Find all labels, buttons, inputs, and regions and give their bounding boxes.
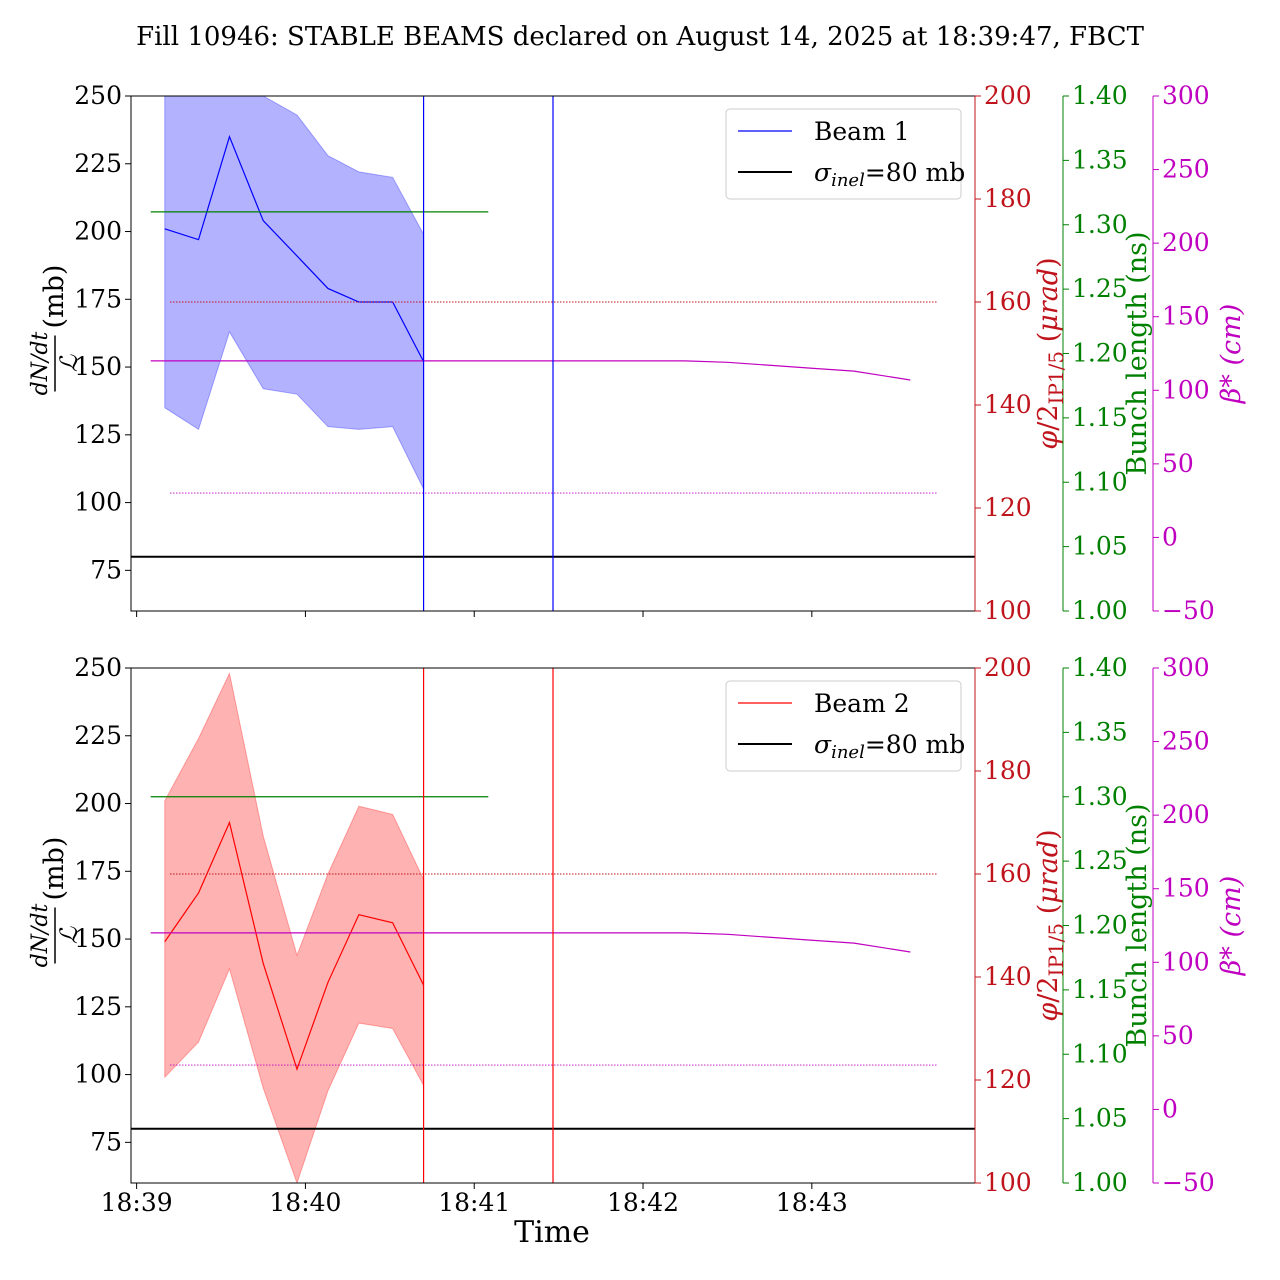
right2-tick-label: 1.40 [1072, 653, 1128, 682]
panel-top: 75 100 125 150 175 200 225 250 dN/dt ℒ (mb) 100 120 1… [28, 81, 1247, 625]
x-axis-title: Time [514, 1215, 590, 1250]
y-tick-label: 175 [74, 856, 122, 885]
right2-tick-label: 1.30 [1072, 210, 1128, 239]
y-tick-label: 75 [90, 1127, 122, 1156]
right1-tick-label: 160 [984, 287, 1032, 316]
right2-tick-label: 1.25 [1072, 846, 1128, 875]
x-tick-label: 18:42 [607, 1188, 679, 1217]
right3-axis-title: β* (cm) [1216, 304, 1247, 404]
right1-tick-label: 100 [984, 596, 1032, 625]
right3-tick-label: −50 [1162, 596, 1215, 625]
right1-tick-label: 200 [984, 653, 1032, 682]
right2-axis-title: Bunch length (ns) [1122, 231, 1153, 475]
y-tick-label: 100 [74, 488, 122, 517]
right3-tick-label: 300 [1162, 653, 1210, 682]
right1-tick-label: 140 [984, 962, 1032, 991]
y-tick-label: 200 [74, 217, 122, 246]
y-tick-label: 75 [90, 555, 122, 584]
plot-area [131, 96, 975, 611]
right3-tick-label: 50 [1162, 1021, 1194, 1050]
right1-tick-label: 180 [984, 184, 1032, 213]
right3-tick-label: 200 [1162, 800, 1210, 829]
beta-star-line [150, 360, 911, 381]
legend: Beam 1 σinel=80 mb [725, 108, 965, 200]
right1-tick-label: 180 [984, 756, 1032, 785]
right2-tick-label: 1.00 [1072, 596, 1128, 625]
right3-tick-label: 0 [1162, 522, 1178, 551]
right3-tick-label: −50 [1162, 1168, 1215, 1197]
y-tick-label: 125 [74, 420, 122, 449]
right2-tick-label: 1.05 [1072, 1104, 1128, 1133]
y-title-numerator: dN/dt [28, 904, 53, 968]
beta-star-line [150, 932, 911, 953]
legend-label-beam: Beam 2 [814, 689, 910, 718]
right1-axis-title: φ/2IP1/5 (μrad) [1033, 257, 1068, 449]
right1-tick-label: 120 [984, 493, 1032, 522]
legend-label-sigma: σinel=80 mb [814, 158, 965, 191]
right2-tick-label: 1.20 [1072, 911, 1128, 940]
y-tick-label: 250 [74, 81, 122, 110]
x-tick-label: 18:40 [269, 1188, 341, 1217]
right2-axis-title: Bunch length (ns) [1122, 803, 1153, 1047]
right2-tick-label: 1.25 [1072, 274, 1128, 303]
y-tick-label: 200 [74, 789, 122, 818]
y-tick-label: 125 [74, 992, 122, 1021]
right2-tick-label: 1.30 [1072, 782, 1128, 811]
right3-tick-label: 50 [1162, 449, 1194, 478]
panel-bottom: 18:39 18:40 18:41 18:42 18:43 75 100 125 150 175 2… [28, 653, 1247, 1217]
right2-tick-label: 1.40 [1072, 81, 1128, 110]
uncertainty-band [164, 671, 425, 1183]
right3-tick-label: 200 [1162, 228, 1210, 257]
right1-tick-label: 100 [984, 1168, 1032, 1197]
right2-tick-label: 1.20 [1072, 339, 1128, 368]
right3-axis-title: β* (cm) [1216, 876, 1247, 976]
right1-tick-label: 200 [984, 81, 1032, 110]
x-tick-label: 18:41 [438, 1188, 510, 1217]
right2-tick-label: 1.05 [1072, 532, 1128, 561]
right2-tick-label: 1.00 [1072, 1168, 1128, 1197]
right1-tick-label: 160 [984, 859, 1032, 888]
legend-label-sigma: σinel=80 mb [814, 730, 965, 763]
legend-label-beam: Beam 1 [814, 117, 910, 146]
right2-tick-label: 1.15 [1072, 975, 1128, 1004]
y-tick-label: 150 [74, 924, 122, 953]
uncertainty-band [164, 96, 425, 490]
y-tick-label: 250 [74, 653, 122, 682]
right2-tick-label: 1.15 [1072, 403, 1128, 432]
plot-area [131, 668, 975, 1183]
x-tick-label: 18:43 [776, 1188, 848, 1217]
y-tick-label: 225 [74, 149, 122, 178]
right3-tick-label: 0 [1162, 1094, 1178, 1123]
y-title-unit: (mb) [39, 837, 70, 901]
right1-tick-label: 140 [984, 390, 1032, 419]
y-title-denominator: ℒ [55, 354, 83, 372]
right3-tick-label: 100 [1162, 947, 1210, 976]
y-tick-label: 100 [74, 1060, 122, 1089]
y-title-numerator: dN/dt [28, 332, 53, 396]
right2-tick-label: 1.10 [1072, 467, 1128, 496]
y-title-denominator: ℒ [55, 926, 83, 944]
y-axis-title: dN/dt ℒ (mb) [28, 837, 83, 968]
right3-tick-label: 250 [1162, 727, 1210, 756]
right3-tick-label: 300 [1162, 81, 1210, 110]
right3-tick-label: 250 [1162, 155, 1210, 184]
y-axis-title: dN/dt ℒ (mb) [28, 265, 83, 396]
figure-title: Fill 10946: STABLE BEAMS declared on Aug… [136, 22, 1145, 52]
legend: Beam 2 σinel=80 mb [725, 680, 965, 772]
right2-tick-label: 1.10 [1072, 1039, 1128, 1068]
y-tick-label: 225 [74, 721, 122, 750]
right2-tick-label: 1.35 [1072, 145, 1128, 174]
right2-tick-label: 1.35 [1072, 717, 1128, 746]
right3-tick-label: 150 [1162, 874, 1210, 903]
y-tick-label: 175 [74, 284, 122, 313]
right1-tick-label: 120 [984, 1065, 1032, 1094]
right3-tick-label: 100 [1162, 375, 1210, 404]
y-tick-label: 150 [74, 352, 122, 381]
y-title-unit: (mb) [39, 265, 70, 329]
right3-tick-label: 150 [1162, 302, 1210, 331]
x-tick-label: 18:39 [101, 1188, 173, 1217]
right1-axis-title: φ/2IP1/5 (μrad) [1033, 829, 1068, 1021]
